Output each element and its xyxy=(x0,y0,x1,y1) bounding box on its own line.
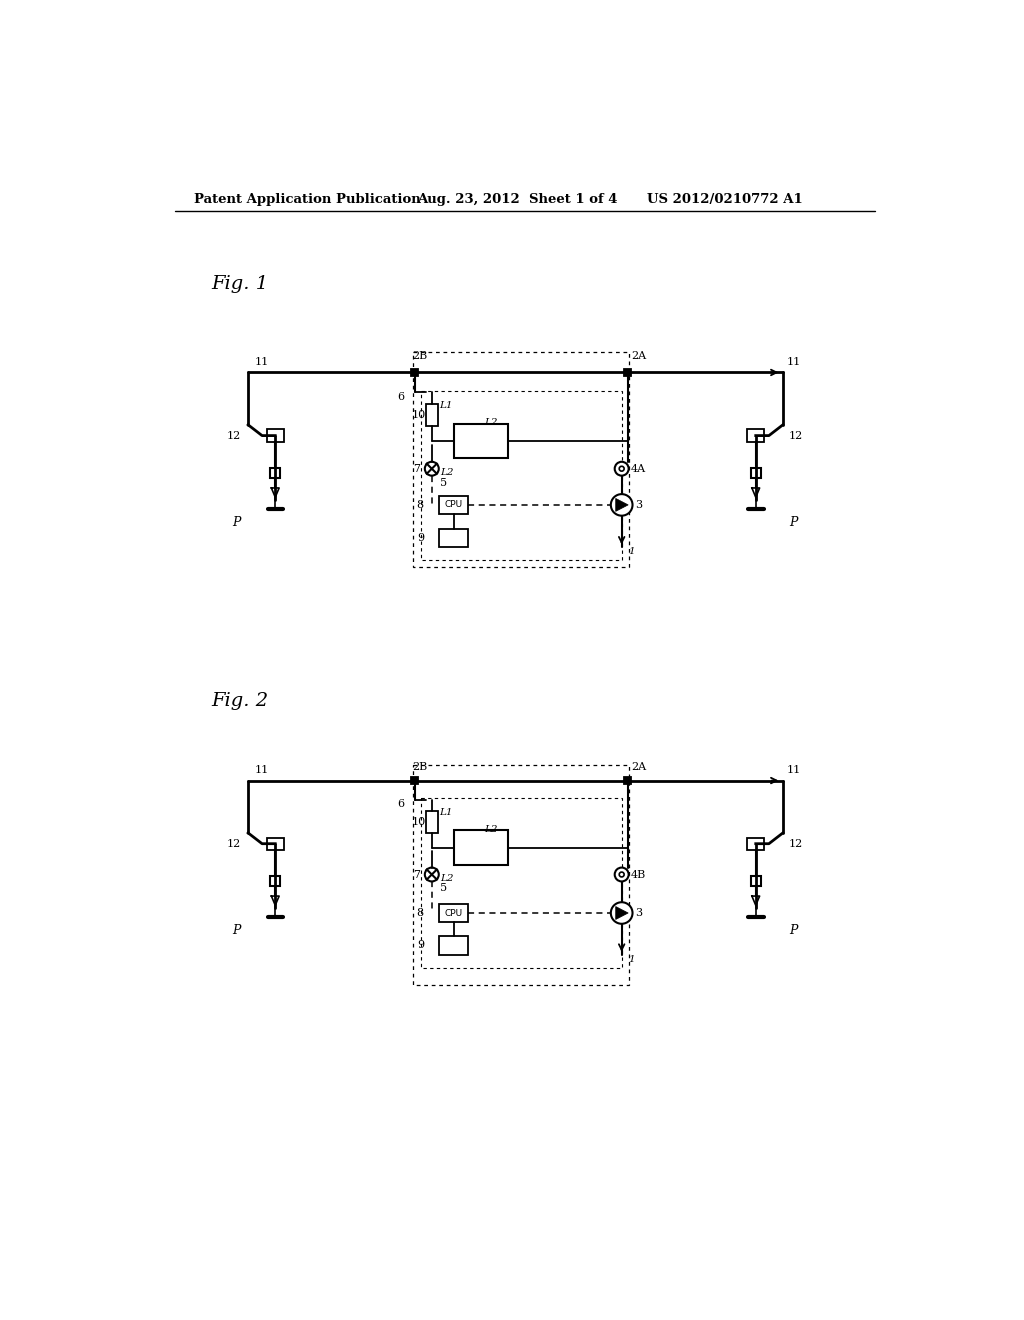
Bar xyxy=(438,496,468,515)
Bar xyxy=(454,424,508,458)
Text: Patent Application Publication: Patent Application Publication xyxy=(194,193,421,206)
Text: 2B: 2B xyxy=(413,762,428,772)
Bar xyxy=(426,812,438,833)
Text: Fig. 2: Fig. 2 xyxy=(212,692,269,710)
Bar xyxy=(625,777,632,784)
Circle shape xyxy=(611,903,633,924)
Bar xyxy=(748,429,764,442)
Text: L1: L1 xyxy=(439,401,453,411)
Text: US 2012/0210772 A1: US 2012/0210772 A1 xyxy=(647,193,803,206)
Bar xyxy=(414,766,630,985)
Text: 6: 6 xyxy=(397,392,404,403)
Text: CPU: CPU xyxy=(444,500,463,510)
Bar xyxy=(421,391,622,560)
Bar xyxy=(625,370,632,376)
Bar xyxy=(438,936,468,954)
Text: 11: 11 xyxy=(254,356,268,367)
Text: 5: 5 xyxy=(440,883,447,894)
Text: 12: 12 xyxy=(226,430,241,441)
Text: 12: 12 xyxy=(226,838,241,849)
Bar xyxy=(438,529,468,548)
Text: P: P xyxy=(790,516,798,529)
Text: 10: 10 xyxy=(412,409,426,420)
Text: 3: 3 xyxy=(635,908,642,917)
Text: L2: L2 xyxy=(440,469,454,477)
Bar xyxy=(751,467,761,478)
Bar xyxy=(454,830,508,865)
Text: 11: 11 xyxy=(254,764,268,775)
Text: 2A: 2A xyxy=(632,351,647,360)
Bar xyxy=(751,875,761,886)
Text: 6: 6 xyxy=(397,800,404,809)
Bar xyxy=(438,904,468,923)
Text: P: P xyxy=(232,516,241,529)
Text: CPU: CPU xyxy=(444,908,463,917)
Text: 4B: 4B xyxy=(631,870,646,879)
Text: 9: 9 xyxy=(417,940,424,950)
Text: 8: 8 xyxy=(417,908,424,917)
Text: 8: 8 xyxy=(417,500,424,510)
Text: L1: L1 xyxy=(439,808,453,817)
Text: 7: 7 xyxy=(414,870,420,879)
Circle shape xyxy=(614,462,629,475)
Polygon shape xyxy=(615,499,628,511)
Text: 3: 3 xyxy=(635,500,642,510)
Bar xyxy=(412,777,418,784)
Text: 2A: 2A xyxy=(632,762,647,772)
Circle shape xyxy=(614,867,629,882)
Bar xyxy=(270,875,281,886)
Bar xyxy=(748,837,764,850)
Bar xyxy=(426,404,438,425)
Bar xyxy=(421,799,622,969)
Circle shape xyxy=(611,494,633,516)
Bar xyxy=(414,352,630,568)
Bar xyxy=(270,467,281,478)
Text: L2: L2 xyxy=(484,825,498,833)
Text: 10: 10 xyxy=(412,817,426,828)
Polygon shape xyxy=(615,907,628,920)
Text: 7: 7 xyxy=(414,463,420,474)
Text: 5: 5 xyxy=(440,478,447,487)
Text: L2: L2 xyxy=(440,874,454,883)
Text: 11: 11 xyxy=(786,764,801,775)
Bar xyxy=(266,837,284,850)
Bar xyxy=(412,370,418,376)
Text: P: P xyxy=(790,924,798,937)
Bar xyxy=(266,429,284,442)
Text: 12: 12 xyxy=(790,838,803,849)
Text: Fig. 1: Fig. 1 xyxy=(212,275,269,293)
Text: Aug. 23, 2012  Sheet 1 of 4: Aug. 23, 2012 Sheet 1 of 4 xyxy=(417,193,617,206)
Text: 1: 1 xyxy=(628,548,635,556)
Text: 2B: 2B xyxy=(413,351,428,360)
Text: L2: L2 xyxy=(484,418,498,426)
Text: 11: 11 xyxy=(786,356,801,367)
Text: 1: 1 xyxy=(628,954,635,964)
Text: 4A: 4A xyxy=(631,463,646,474)
Text: 12: 12 xyxy=(790,430,803,441)
Text: P: P xyxy=(232,924,241,937)
Text: 9: 9 xyxy=(417,533,424,543)
